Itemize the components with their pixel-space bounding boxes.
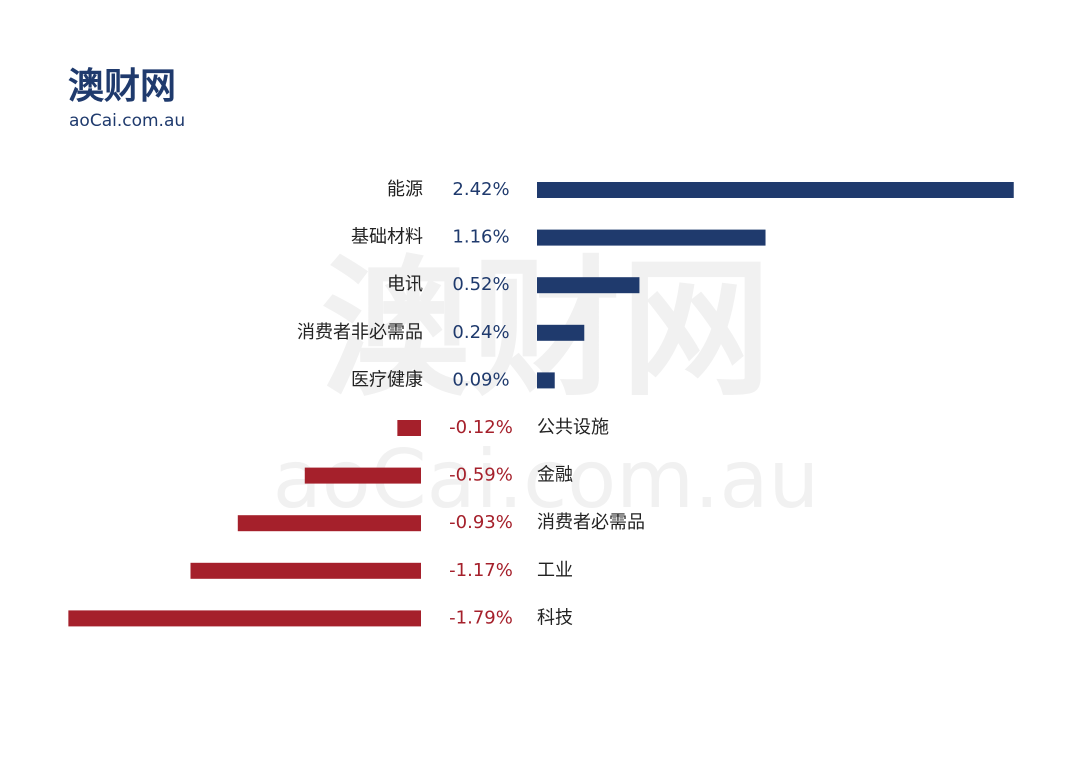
category-label: 公共设施 (537, 417, 609, 438)
category-label: 科技 (537, 607, 573, 628)
value-label: -0.59% (449, 465, 513, 486)
category-label: 金融 (537, 465, 573, 486)
category-label: 消费者非必需品 (297, 322, 423, 343)
value-label: -1.17% (449, 560, 513, 581)
bar (304, 467, 421, 484)
category-label: 基础材料 (351, 227, 423, 248)
bar (537, 372, 555, 389)
bar (68, 610, 422, 627)
value-label: 2.42% (452, 179, 509, 200)
category-label: 能源 (387, 179, 423, 200)
category-label: 工业 (537, 560, 573, 581)
category-label: 医疗健康 (351, 369, 423, 390)
value-label: -0.93% (449, 512, 513, 533)
bar (397, 420, 421, 436)
bar (537, 324, 585, 341)
bar (190, 562, 421, 579)
value-label: -1.79% (449, 607, 513, 628)
category-label: 电讯 (387, 274, 423, 295)
value-label: 0.24% (452, 322, 509, 343)
value-label: -0.12% (449, 417, 513, 438)
logo-site: aoCai.com.au (69, 111, 185, 131)
bar (537, 182, 1014, 198)
value-label: 1.16% (452, 227, 509, 248)
bar (537, 277, 640, 294)
logo-name: 澳财网 (68, 66, 176, 107)
bar (537, 229, 766, 246)
bar (237, 515, 421, 532)
value-label: 0.09% (452, 369, 509, 390)
category-label: 消费者必需品 (537, 512, 645, 533)
value-label: 0.52% (452, 274, 509, 295)
